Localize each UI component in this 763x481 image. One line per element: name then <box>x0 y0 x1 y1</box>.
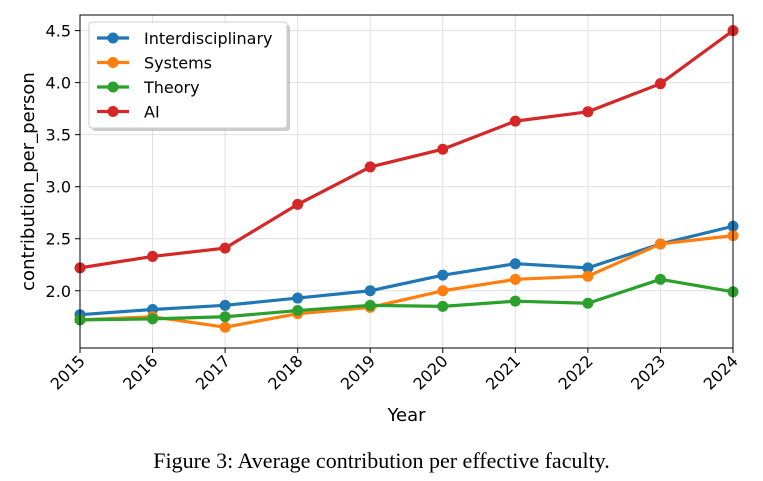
data-point <box>509 115 521 127</box>
data-point <box>219 242 231 254</box>
series-line <box>79 224 734 317</box>
data-point <box>437 285 449 297</box>
legend: Interdisciplinary Systems Theory AI <box>88 21 290 131</box>
data-point <box>654 238 666 250</box>
series-line <box>79 277 734 322</box>
y-tick-label: 2.5 <box>46 230 71 249</box>
grid <box>79 15 734 348</box>
data-point <box>364 299 376 311</box>
x-tick-label: 2017 <box>192 351 234 393</box>
x-tick-label: 2020 <box>409 351 451 393</box>
x-tick-label: 2024 <box>700 351 742 393</box>
plot-frame <box>79 14 734 349</box>
data-point <box>509 295 521 307</box>
legend-swatch-marker <box>107 57 119 68</box>
legend-swatch-marker <box>107 106 119 117</box>
x-tick-label: 2021 <box>482 351 524 393</box>
data-point <box>509 258 521 270</box>
data-point <box>292 198 304 210</box>
data-point <box>582 106 594 118</box>
series-layer <box>74 25 739 333</box>
x-tick-label: 2018 <box>264 351 306 393</box>
data-point <box>654 78 666 90</box>
data-point <box>364 285 376 297</box>
y-tick-label: 3.5 <box>46 126 71 145</box>
series-theory <box>74 273 739 326</box>
y-tick-label: 3.0 <box>46 178 71 197</box>
data-point <box>437 269 449 281</box>
legend-label: Theory <box>143 78 200 97</box>
x-tick-label: 2019 <box>337 351 379 393</box>
line-chart: 2015 2016 2017 2018 2019 2020 2021 2022 2023 2024… <box>18 14 742 426</box>
data-point <box>654 273 666 285</box>
data-point <box>437 300 449 312</box>
legend-label: AI <box>144 103 160 122</box>
x-tick-label: 2022 <box>554 351 596 393</box>
y-axis-title: contribution_per_person <box>18 72 39 291</box>
data-point <box>147 250 159 262</box>
data-point <box>219 299 231 311</box>
y-tick-label: 2.0 <box>46 282 71 301</box>
data-point <box>219 321 231 333</box>
data-point <box>292 305 304 317</box>
data-point <box>292 292 304 304</box>
x-tick-label: 2015 <box>47 351 89 393</box>
legend-label: Systems <box>144 54 212 73</box>
data-point <box>509 273 521 285</box>
data-point <box>219 311 231 323</box>
data-point <box>582 297 594 309</box>
y-tick-label: 4.5 <box>46 22 71 41</box>
legend-swatch-marker <box>107 32 119 44</box>
series-line <box>79 29 734 270</box>
data-point <box>364 161 376 173</box>
figure-caption: Figure 3: Average contribution per effec… <box>153 448 610 473</box>
data-point <box>147 313 159 325</box>
data-point <box>582 262 594 274</box>
legend-swatch-marker <box>107 81 119 93</box>
legend-label: Interdisciplinary <box>144 29 273 48</box>
x-tick-label: 2016 <box>119 351 161 393</box>
series-line <box>79 234 734 329</box>
data-point <box>582 270 594 282</box>
data-point <box>437 143 449 155</box>
legend-box <box>88 21 288 129</box>
x-axis-title: Year <box>386 405 426 426</box>
y-tick-label: 4.0 <box>46 74 71 93</box>
x-tick-label: 2023 <box>627 351 669 393</box>
